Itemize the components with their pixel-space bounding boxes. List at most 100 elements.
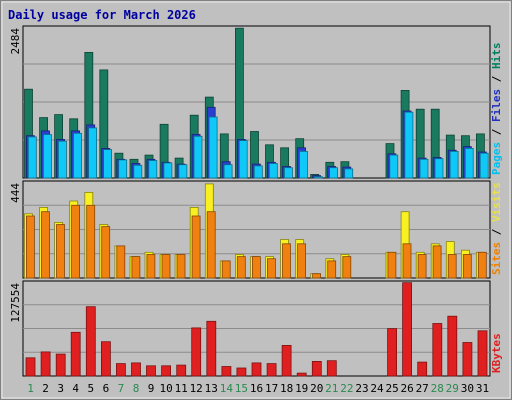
kbytes-panel: 127554 KBytes	[9, 280, 503, 377]
bar-kbytes-day-11	[176, 364, 187, 377]
legend-entry: Hits	[490, 43, 503, 70]
y-max-label: 127554	[9, 283, 22, 323]
bar-sites-day-3	[56, 224, 65, 279]
bar-sites-day-9	[146, 254, 156, 279]
x-tick-label: 13	[205, 382, 218, 395]
x-tick-label: 17	[265, 382, 278, 395]
x-tick-label: 7	[118, 382, 125, 395]
hits-panel: 2484 Pages / Files / Hits	[9, 25, 503, 179]
bar-kbytes-day-3	[55, 353, 66, 377]
bar-pages-day-2	[43, 134, 52, 179]
x-tick-label: 11	[175, 382, 188, 395]
x-tick-label: 26	[400, 382, 413, 395]
bar-sites-day-12	[191, 215, 201, 279]
y-max-label: 2484	[9, 28, 22, 55]
bar-pages-day-18	[283, 167, 293, 179]
bar-kbytes-day-27	[417, 361, 428, 377]
y-axis-legend: Sites / Visits	[490, 182, 503, 275]
x-tick-label: 12	[190, 382, 203, 395]
bar-sites-day-5	[86, 204, 96, 279]
bar-pages-day-1	[27, 136, 37, 179]
bar-sites-day-6	[101, 226, 111, 279]
x-tick-label: 22	[340, 382, 353, 395]
y-max-label: 444	[9, 183, 22, 203]
visits-panel: 444 Sites / Visits	[9, 180, 503, 279]
bar-sites-day-31	[477, 251, 487, 279]
x-tick-label: 18	[280, 382, 293, 395]
legend-entry: Pages	[490, 142, 503, 175]
bar-kbytes-day-9	[146, 365, 156, 377]
x-tick-label: 23	[355, 382, 368, 395]
bar-pages-day-4	[73, 132, 82, 179]
bar-sites-day-20	[312, 273, 322, 279]
x-tick-label: 9	[148, 382, 155, 395]
bar-sites-day-14	[221, 260, 231, 279]
bar-kbytes-day-31	[477, 330, 488, 377]
x-tick-label: 8	[133, 382, 140, 395]
bar-pages-day-26	[404, 111, 414, 179]
bar-pages-day-30	[464, 147, 474, 179]
bar-kbytes-day-7	[116, 363, 126, 377]
x-tick-label: 6	[103, 382, 110, 395]
bar-pages-day-5	[88, 127, 97, 179]
y-axis-legend: Pages / Files / Hits	[490, 43, 503, 176]
bar-kbytes-day-10	[161, 365, 172, 377]
bar-sites-day-18	[282, 243, 291, 279]
x-tick-label: 19	[295, 382, 308, 395]
bar-pages-day-21	[329, 167, 339, 179]
x-axis-labels: 1 2 3 4 5 6 7 8 9 10 11 12 13 14 15 16 17 18 19 20 21 22 23 24 2…	[27, 382, 489, 395]
x-tick-label: 21	[325, 382, 338, 395]
bar-pages-day-9	[148, 160, 158, 179]
bar-pages-day-13	[208, 116, 218, 179]
bar-pages-day-17	[268, 163, 278, 179]
bar-sites-day-7	[116, 245, 126, 279]
bar-kbytes-day-8	[131, 362, 141, 377]
bar-sites-day-29	[447, 254, 457, 279]
x-tick-label: 16	[250, 382, 263, 395]
x-tick-label: 14	[220, 382, 234, 395]
bar-kbytes-day-16	[251, 362, 262, 377]
x-tick-label: 4	[72, 382, 79, 395]
bar-kbytes-day-5	[85, 306, 96, 377]
x-tick-label: 20	[310, 382, 323, 395]
bar-pages-day-19	[299, 150, 308, 179]
bar-sites-day-22	[342, 256, 352, 279]
bar-sites-day-15	[236, 256, 246, 279]
bar-pages-day-25	[389, 154, 399, 179]
legend-entry: Files	[490, 89, 503, 122]
chart-title: Daily usage for March 2026	[8, 8, 196, 22]
x-tick-label: 5	[87, 382, 94, 395]
x-tick-label: 29	[446, 382, 459, 395]
chart-panels: 2484 Pages / Files / Hits 444 Sites / Visit…	[9, 25, 503, 377]
bar-pages-day-8	[133, 164, 143, 179]
bar-sites-day-10	[161, 254, 171, 279]
x-tick-label: 24	[370, 382, 384, 395]
bar-pages-day-22	[344, 168, 354, 179]
legend-entry: /	[490, 222, 503, 242]
bar-sites-day-4	[71, 204, 80, 279]
x-tick-label: 15	[235, 382, 248, 395]
bar-kbytes-day-17	[266, 363, 277, 377]
bar-pages-day-12	[193, 135, 203, 179]
bar-kbytes-day-20	[311, 360, 322, 377]
bar-kbytes-day-21	[326, 360, 337, 377]
bar-pages-day-20	[314, 176, 323, 179]
bar-sites-day-13	[206, 211, 216, 279]
bar-pages-day-29	[449, 150, 459, 179]
bar-pages-day-3	[58, 140, 67, 179]
x-tick-label: 27	[416, 382, 429, 395]
bar-sites-day-28	[432, 245, 442, 279]
bar-sites-day-25	[387, 251, 397, 279]
bar-pages-day-6	[103, 149, 112, 179]
bar-sites-day-19	[297, 243, 307, 279]
bar-kbytes-day-26	[402, 282, 413, 377]
x-tick-label: 1	[27, 382, 34, 395]
legend-entry: Sites	[490, 242, 503, 275]
bar-sites-day-8	[131, 256, 141, 279]
x-tick-label: 2	[42, 382, 49, 395]
bar-sites-day-21	[327, 260, 337, 279]
bar-pages-day-16	[253, 165, 263, 179]
x-tick-label: 28	[431, 382, 444, 395]
y-axis-legend: KBytes	[490, 333, 503, 373]
